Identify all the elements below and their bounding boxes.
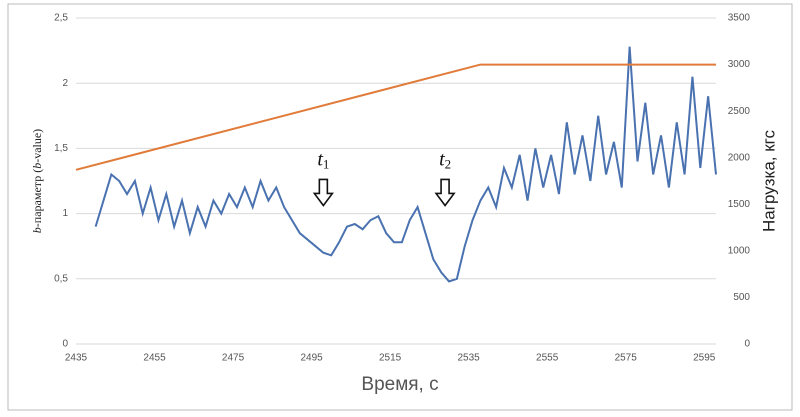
x-tick-label: 2455 (143, 353, 166, 364)
y-title-part: b (30, 163, 44, 169)
annotation-arrow (434, 178, 456, 207)
x-axis-title: Время, с (361, 374, 438, 395)
annotation-sub: 1 (323, 156, 330, 171)
y2-tick-label: 1500 (728, 199, 751, 210)
x-tick-label: 2595 (693, 353, 716, 364)
y2-tick-label: 2000 (728, 152, 751, 163)
y-tick-label: 1 (62, 208, 68, 219)
y-tick-label: 1,5 (54, 143, 68, 154)
annotation-text: t (317, 148, 323, 170)
y-title-part: -value) (30, 129, 44, 163)
frame (7, 3, 793, 411)
x-tick-label: 2535 (458, 353, 481, 364)
y2-tick-label: 3500 (728, 13, 751, 24)
annotation-arrow (312, 178, 334, 207)
series-line (94, 46, 717, 283)
y2-tick-label: 3000 (728, 59, 751, 70)
series-line (75, 63, 716, 171)
annotation: t1 (317, 148, 329, 171)
y2-tick-label: 0 (744, 339, 750, 350)
y-title-part: b (30, 227, 44, 233)
annotation-sub: 2 (445, 156, 452, 171)
y-tick-label: 0 (62, 339, 68, 350)
x-tick-label: 2555 (536, 353, 559, 364)
x-tick-label: 2475 (222, 353, 245, 364)
y-title-part: -параметр ( (30, 169, 44, 227)
x-tick-label: 2515 (379, 353, 402, 364)
y2-tick-label: 1000 (728, 245, 751, 256)
x-tick-label: 2435 (65, 353, 88, 364)
x-tick-label: 2575 (615, 353, 638, 364)
y2-axis-title: Нагрузка, кгс (759, 130, 778, 232)
y2-tick-label: 500 (733, 292, 750, 303)
annotation: t2 (439, 148, 451, 171)
y-axis-title: b-параметр (b-value) (30, 129, 44, 233)
y2-tick-label: 2500 (728, 106, 751, 117)
annotation-text: t (439, 148, 445, 170)
x-tick-label: 2495 (300, 353, 323, 364)
y-tick-label: 0,5 (54, 273, 68, 284)
y-tick-label: 2,5 (54, 13, 68, 24)
y-tick-label: 2 (62, 78, 68, 89)
